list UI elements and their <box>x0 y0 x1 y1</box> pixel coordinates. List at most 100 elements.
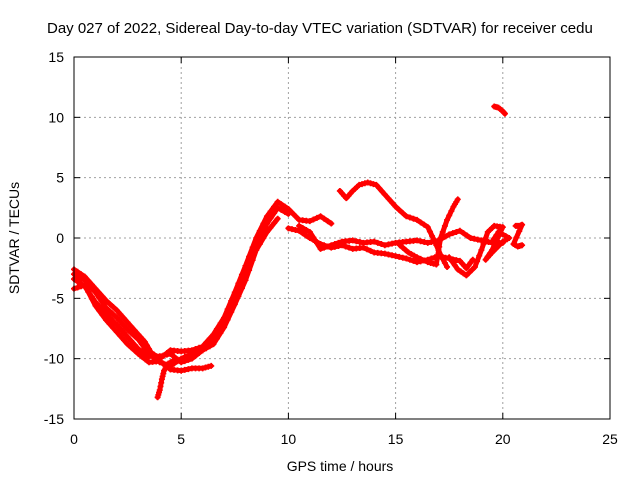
data-point-marker <box>121 337 128 344</box>
data-point-marker <box>156 358 163 365</box>
data-point-marker <box>278 206 285 213</box>
data-point-marker <box>306 228 313 235</box>
data-point-marker <box>274 198 281 205</box>
data-point-marker <box>489 249 496 256</box>
data-point-marker <box>437 235 444 241</box>
data-point-marker <box>292 226 299 233</box>
data-point-marker <box>449 258 456 265</box>
data-point-marker <box>99 312 106 319</box>
data-point-marker <box>414 237 421 244</box>
data-point-marker <box>436 243 443 250</box>
data-point-marker <box>131 347 138 354</box>
data-point-marker <box>217 329 224 336</box>
data-point-marker <box>349 237 356 244</box>
data-point-marker <box>110 304 117 311</box>
data-point-marker <box>496 242 503 249</box>
data-point-marker <box>361 180 368 187</box>
data-point-marker <box>446 254 453 261</box>
data-point-marker <box>403 213 410 220</box>
data-point-marker <box>516 228 523 235</box>
y-tick-label: -10 <box>44 351 64 367</box>
data-point-marker <box>181 358 188 365</box>
data-point-marker <box>489 238 496 245</box>
data-point-marker <box>92 289 99 296</box>
data-point-marker <box>121 329 128 336</box>
y-tick-label: 5 <box>56 170 64 186</box>
data-point-marker <box>196 350 203 357</box>
data-point-marker <box>253 247 260 254</box>
data-point-marker <box>117 311 124 318</box>
data-point-marker <box>359 181 366 188</box>
y-axis-label: SDTVAR / TECUs <box>6 182 22 294</box>
plot-area <box>71 103 526 401</box>
data-point-marker <box>299 230 306 237</box>
data-point-marker <box>121 315 128 322</box>
data-point-marker <box>449 230 456 237</box>
data-point-marker <box>513 234 520 241</box>
data-point-marker <box>135 336 142 343</box>
data-point-marker <box>128 344 135 351</box>
data-point-marker <box>303 232 310 239</box>
data-point-marker <box>467 235 474 241</box>
data-point-marker <box>367 180 374 187</box>
data-point-marker <box>469 256 476 263</box>
data-point-marker <box>396 253 403 260</box>
data-point-marker <box>292 213 299 220</box>
data-point-marker <box>199 365 206 372</box>
data-point-marker <box>121 322 128 329</box>
data-point-marker <box>205 363 212 370</box>
data-point-marker <box>417 255 424 262</box>
data-point-marker <box>444 216 451 223</box>
y-tick-label: -5 <box>52 290 65 306</box>
data-point-marker <box>464 232 471 239</box>
data-point-marker <box>424 239 431 246</box>
data-point-marker <box>492 245 499 252</box>
data-point-marker <box>281 208 288 215</box>
data-point-marker <box>74 273 81 280</box>
data-point-marker <box>202 364 209 371</box>
data-point-marker <box>178 359 185 366</box>
data-point-marker <box>476 252 483 259</box>
data-point-marker <box>106 308 113 315</box>
data-point-marker <box>519 242 526 249</box>
data-point-marker <box>460 230 467 237</box>
data-point-marker <box>367 247 374 254</box>
data-point-marker <box>324 218 331 225</box>
y-tick-label: 10 <box>48 109 64 125</box>
data-point-marker <box>246 267 253 274</box>
data-point-marker <box>96 294 103 301</box>
data-point-marker <box>117 325 124 332</box>
data-point-marker <box>453 228 460 235</box>
data-point-marker <box>128 337 135 344</box>
data-point-marker <box>103 304 110 311</box>
data-point-marker <box>271 210 278 217</box>
data-point-marker <box>138 341 145 348</box>
data-point-marker <box>324 243 331 250</box>
chart-title: Day 027 of 2022, Sidereal Day-to-day VTE… <box>47 20 593 37</box>
data-point-marker <box>274 204 281 211</box>
data-point-marker <box>328 242 335 249</box>
data-point-marker <box>463 272 470 279</box>
data-point-marker <box>138 353 145 360</box>
data-point-marker <box>285 210 292 217</box>
series-track-7 <box>296 222 506 252</box>
data-point-marker <box>519 221 526 228</box>
data-point-marker <box>221 324 228 331</box>
x-axis-label: GPS time / hours <box>287 458 394 474</box>
y-tick-label: 0 <box>56 230 64 246</box>
data-point-marker <box>138 348 145 355</box>
data-point-marker <box>260 235 267 241</box>
data-point-marker <box>389 240 396 247</box>
data-point-marker <box>396 206 403 213</box>
data-point-marker <box>142 356 149 363</box>
data-point-marker <box>131 333 138 340</box>
data-point-marker <box>392 203 399 210</box>
data-point-marker <box>113 307 120 314</box>
grid <box>74 57 610 419</box>
data-point-marker <box>171 356 178 363</box>
data-point-marker <box>356 181 363 188</box>
data-point-marker <box>96 307 103 314</box>
data-point-marker <box>113 314 120 321</box>
data-point-marker <box>430 260 437 267</box>
